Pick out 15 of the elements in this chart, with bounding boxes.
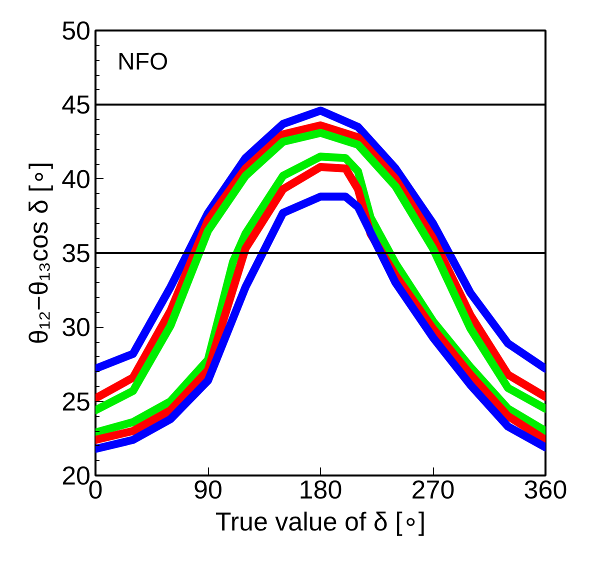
y-axis-title: θ₁₂−θ₁₃cos δ [∘] <box>24 162 54 344</box>
y-tick-label: 50 <box>62 16 90 46</box>
x-axis-title: True value of δ [∘] <box>215 506 426 536</box>
y-tick-label: 35 <box>62 238 90 268</box>
y-tick-label: 20 <box>62 460 90 490</box>
annotation: NFO <box>118 48 168 76</box>
x-tick-label: 270 <box>411 474 455 504</box>
y-tick-label: 40 <box>62 164 90 194</box>
y-tick-label: 25 <box>62 386 90 416</box>
x-tick-label: 180 <box>298 474 342 504</box>
x-tick-label: 360 <box>524 474 568 504</box>
x-tick-label: 0 <box>88 474 103 504</box>
y-tick-label: 30 <box>62 312 90 342</box>
x-tick-label: 90 <box>194 474 222 504</box>
y-tick-label: 45 <box>62 90 90 120</box>
